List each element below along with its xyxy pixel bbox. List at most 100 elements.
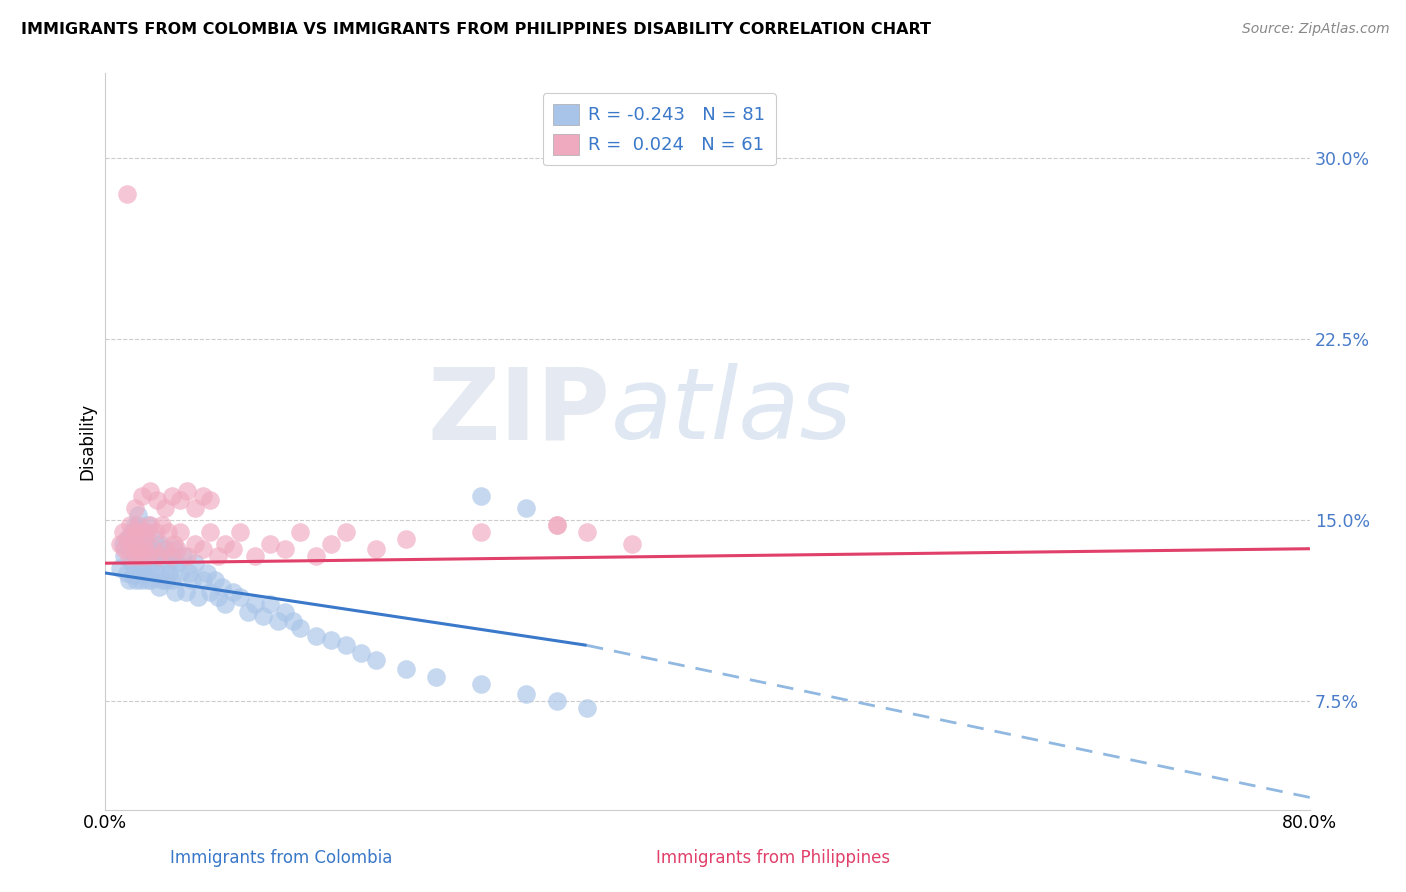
Point xyxy=(575,701,598,715)
Point xyxy=(184,556,207,570)
Point xyxy=(146,493,169,508)
Point xyxy=(124,517,146,532)
Point xyxy=(229,524,252,539)
Point xyxy=(163,541,186,556)
Point xyxy=(115,566,138,580)
Point xyxy=(111,524,134,539)
Point xyxy=(162,489,184,503)
Point xyxy=(176,549,198,563)
Point xyxy=(139,566,162,580)
Point xyxy=(128,561,150,575)
Point xyxy=(166,556,188,570)
Point xyxy=(229,590,252,604)
Point xyxy=(127,517,149,532)
Point xyxy=(108,561,131,575)
Point xyxy=(124,549,146,563)
Point xyxy=(575,524,598,539)
Point xyxy=(252,609,274,624)
Point xyxy=(304,629,326,643)
Point xyxy=(115,186,138,201)
Point xyxy=(120,517,142,532)
Point xyxy=(155,573,177,587)
Point xyxy=(145,524,167,539)
Point xyxy=(546,517,568,532)
Point xyxy=(191,489,214,503)
Point xyxy=(181,573,204,587)
Text: Immigrants from Colombia: Immigrants from Colombia xyxy=(170,849,392,867)
Point xyxy=(121,541,143,556)
Point xyxy=(145,566,167,580)
Point xyxy=(115,532,138,546)
Point xyxy=(124,500,146,515)
Point xyxy=(281,614,304,628)
Point xyxy=(198,524,221,539)
Point xyxy=(156,524,179,539)
Point xyxy=(134,541,156,556)
Point xyxy=(149,537,172,551)
Point xyxy=(129,524,152,539)
Point xyxy=(152,556,174,570)
Point xyxy=(118,549,141,563)
Point xyxy=(174,585,197,599)
Point xyxy=(211,580,233,594)
Point xyxy=(165,585,187,599)
Point xyxy=(112,541,135,556)
Point xyxy=(198,585,221,599)
Point xyxy=(136,517,159,532)
Point xyxy=(470,524,492,539)
Point xyxy=(207,590,229,604)
Point xyxy=(214,537,236,551)
Point xyxy=(124,524,146,539)
Point xyxy=(108,537,131,551)
Point xyxy=(127,541,149,556)
Point xyxy=(135,549,157,563)
Point xyxy=(118,573,141,587)
Point xyxy=(395,532,418,546)
Point xyxy=(128,541,150,556)
Point xyxy=(142,541,165,556)
Point xyxy=(259,597,281,611)
Point xyxy=(169,493,191,508)
Point xyxy=(150,517,173,532)
Point xyxy=(470,489,492,503)
Point xyxy=(515,687,537,701)
Point xyxy=(304,549,326,563)
Point xyxy=(148,580,170,594)
Point xyxy=(121,556,143,570)
Point xyxy=(135,524,157,539)
Point xyxy=(115,532,138,546)
Point xyxy=(221,585,243,599)
Point xyxy=(125,549,148,563)
Point xyxy=(120,541,142,556)
Point xyxy=(335,638,357,652)
Point xyxy=(195,566,218,580)
Point xyxy=(546,517,568,532)
Point xyxy=(515,500,537,515)
Point xyxy=(166,541,188,556)
Point xyxy=(132,532,155,546)
Point xyxy=(121,524,143,539)
Point xyxy=(290,524,312,539)
Point xyxy=(146,549,169,563)
Point xyxy=(163,537,186,551)
Point xyxy=(207,549,229,563)
Point xyxy=(148,549,170,563)
Point xyxy=(364,653,387,667)
Point xyxy=(132,566,155,580)
Point xyxy=(160,549,183,563)
Point xyxy=(169,524,191,539)
Point xyxy=(162,573,184,587)
Point xyxy=(139,541,162,556)
Point xyxy=(141,573,163,587)
Point xyxy=(111,537,134,551)
Point xyxy=(267,614,290,628)
Point xyxy=(191,573,214,587)
Point xyxy=(364,541,387,556)
Point xyxy=(184,500,207,515)
Point xyxy=(129,573,152,587)
Point xyxy=(156,556,179,570)
Point xyxy=(135,573,157,587)
Point xyxy=(204,573,226,587)
Point xyxy=(172,549,194,563)
Point xyxy=(142,556,165,570)
